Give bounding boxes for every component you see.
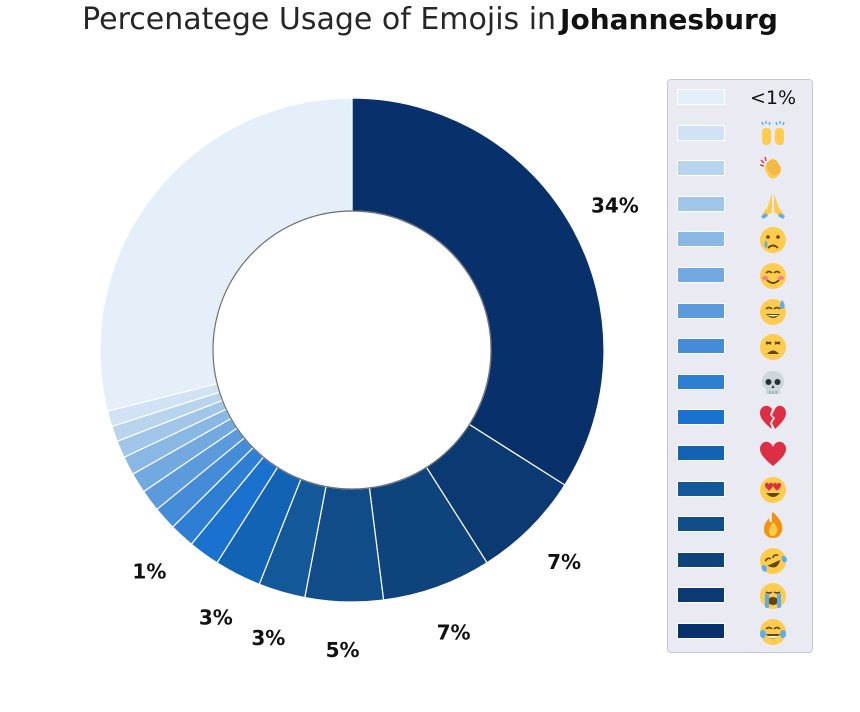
legend-item: 😭 xyxy=(668,578,814,614)
legend-emoji-icon: 😅 xyxy=(760,298,786,325)
legend-item: 😅 xyxy=(668,294,814,330)
legend-swatch xyxy=(677,551,725,568)
donut-hole xyxy=(212,210,492,490)
legend-item: 👏 xyxy=(668,151,814,187)
slice-percent-label: 3% xyxy=(251,626,285,650)
legend-emoji-icon: 😊 xyxy=(760,263,786,289)
legend-emoji-icon: 🙌 xyxy=(761,120,785,145)
legend-swatch xyxy=(677,409,725,426)
legend-item: 😂 xyxy=(668,614,814,650)
legend-emoji-icon: 💀 xyxy=(762,370,784,394)
legend-item: 🙌 xyxy=(668,116,814,152)
percent-labels: 34% 7% 7% 5% 3% 3% 1% xyxy=(132,193,638,661)
legend-item: 🤣 xyxy=(668,543,814,579)
legend-item: 🔥 xyxy=(668,507,814,543)
legend-emoji-icon: 🔥 xyxy=(764,512,783,539)
legend-item: ❤️ xyxy=(668,436,814,472)
slice-percent-label: 7% xyxy=(547,550,581,574)
legend-swatch xyxy=(677,373,725,390)
legend-emoji-icon: 👏 xyxy=(759,157,782,179)
legend-item: 😢 xyxy=(668,222,814,258)
legend-item: 🙏 xyxy=(668,187,814,223)
legend-swatch xyxy=(677,195,725,212)
legend-swatch xyxy=(677,231,725,248)
legend-swatch xyxy=(677,480,725,497)
legend-item: <1% xyxy=(668,80,814,116)
legend-swatch xyxy=(677,587,725,604)
slice-percent-label: 1% xyxy=(132,559,166,583)
legend-item: 😩 xyxy=(668,329,814,365)
legend-swatch xyxy=(677,302,725,319)
legend-emoji-icon: 😩 xyxy=(760,334,786,361)
legend-emoji-icon: 😭 xyxy=(760,583,786,610)
slice-percent-label: 7% xyxy=(437,620,471,644)
legend-swatch xyxy=(677,623,725,639)
slice-percent-label: 3% xyxy=(199,605,233,629)
slice-percent-label: 34% xyxy=(591,193,639,217)
slice-percent-label: 5% xyxy=(326,638,360,662)
legend-swatch xyxy=(677,445,725,461)
chart-title-place: Johannesburg xyxy=(560,3,778,36)
legend-item: 💔 xyxy=(668,400,814,436)
legend-item: 💀 xyxy=(668,365,814,401)
legend-item: 😊 xyxy=(668,258,814,294)
legend-emoji-icon: ❤️ xyxy=(760,441,786,466)
legend-swatch xyxy=(677,160,725,177)
legend: <1% 🙌 👏 🙏 😢 😊 😅 😩 💀 💔 ❤️ 😍 🔥 🤣 😭 😂 xyxy=(667,79,813,653)
legend-item: 😍 xyxy=(668,472,814,508)
legend-emoji-icon: 🤣 xyxy=(760,547,787,574)
legend-swatch xyxy=(677,124,725,141)
legend-swatch xyxy=(677,516,725,533)
legend-swatch xyxy=(677,338,725,355)
chart-title-prefix: Percenatege Usage of Emojis in xyxy=(82,2,557,37)
legend-swatch xyxy=(677,89,725,105)
legend-swatch xyxy=(677,267,725,283)
legend-emoji-icon: 😂 xyxy=(760,619,786,645)
chart-title: Percenatege Usage of Emojis in Johannesbu… xyxy=(0,2,860,37)
legend-emoji-icon: 🙏 xyxy=(761,193,785,219)
legend-label: <1% xyxy=(749,87,797,109)
legend-emoji-icon: 😢 xyxy=(760,227,786,254)
legend-emoji-icon: 💔 xyxy=(760,406,786,430)
legend-emoji-icon: 😍 xyxy=(760,476,786,503)
